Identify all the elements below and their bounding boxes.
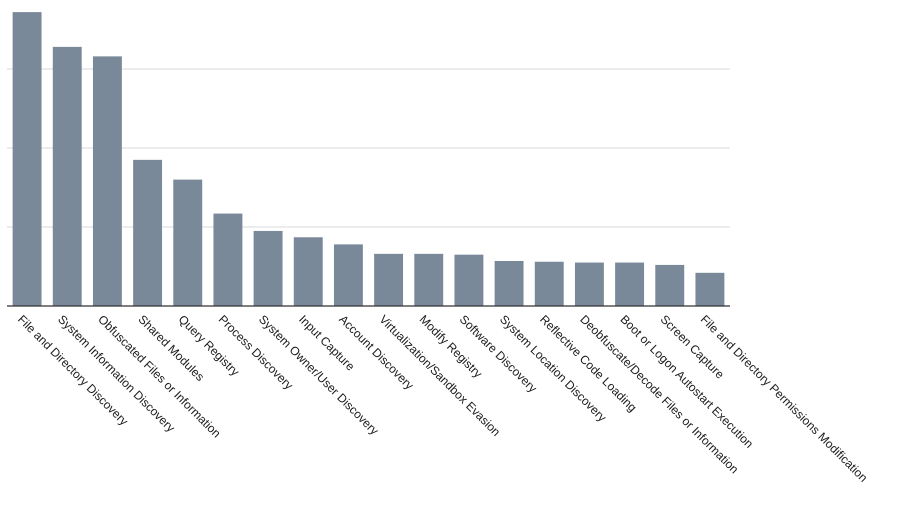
bar-18 [695, 272, 725, 306]
bar-17 [655, 264, 685, 306]
bar-3 [92, 56, 122, 306]
bar-1 [12, 12, 42, 307]
gridlines [7, 68, 730, 228]
bar-2 [52, 46, 82, 306]
bar-10 [374, 253, 404, 306]
bar-6 [213, 213, 243, 306]
bar-4 [133, 159, 163, 306]
bar-5 [173, 179, 203, 306]
bar-11 [414, 253, 444, 306]
bar-8 [293, 237, 323, 306]
bars [12, 12, 725, 307]
bar-14 [534, 261, 564, 306]
category-label-9: Account Discovery [336, 312, 416, 392]
bar-7 [253, 230, 283, 306]
bar-15 [574, 262, 604, 306]
bar-12 [454, 254, 484, 306]
bar-13 [494, 260, 524, 306]
bar-16 [615, 262, 645, 306]
bar-9 [333, 244, 363, 306]
category-label-6: Process Discovery [216, 312, 296, 392]
